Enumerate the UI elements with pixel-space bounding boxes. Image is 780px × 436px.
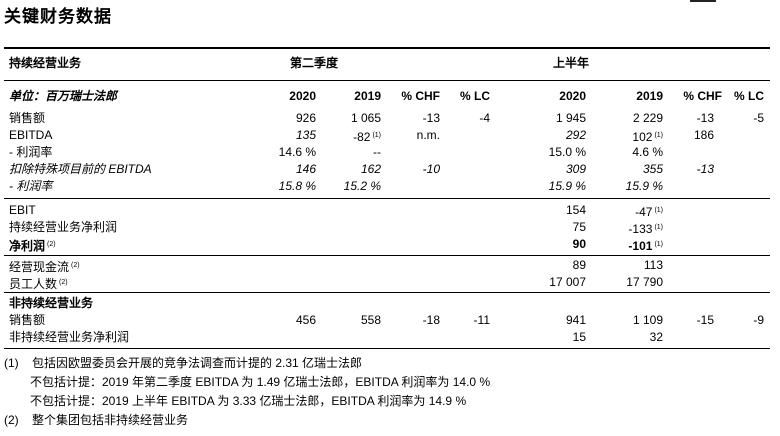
row-rule [4, 292, 770, 293]
col-q2-2020: 2020 [289, 89, 316, 103]
row-rule [4, 255, 770, 256]
row-rule [4, 198, 770, 199]
col-h1-2020: 2020 [559, 89, 586, 103]
header-rule [4, 80, 770, 81]
footnote-1: (1) 包括因欧盟委员会开展的竞争法调查而计提的 2.31 亿瑞士法郎 [4, 356, 363, 370]
table-row: - 利润率 14.6 % -- 15.0 % 4.6 % [9, 145, 663, 159]
table-row: EBIT 154 -47 (1) [9, 203, 663, 219]
section-header-row: 持续经营业务 第二季度 上半年 [0, 55, 780, 72]
col-q2-2019: 2019 [354, 89, 381, 103]
footnote-1-line3: 不包括计提：2019 上半年 EBITDA 为 3.33 亿瑞士法郎，EBITD… [30, 394, 467, 408]
table-row: 经营现金流 (2) 89 113 [9, 258, 663, 274]
table-row: 员工人数 (2) 17 007 17 790 [9, 275, 663, 291]
table-row: 销售额 456 558 -18 -11 941 1 109 -15 -9 [9, 313, 764, 327]
table-top-rule [4, 47, 770, 49]
col-h1-chf: % CHF [683, 89, 722, 103]
table-row: 扣除特殊项目前的 EBITDA 146 162 -10 309 355 -13 [9, 162, 714, 176]
table-row: - 利润率 15.8 % 15.2 % 15.9 % 15.9 % [9, 179, 663, 193]
table-row: 非持续经营业务 [9, 296, 94, 310]
top-rule-mark [690, 0, 716, 2]
table-row: 持续经营业务净利润 75 -133 (1) [9, 220, 663, 236]
table-row: 净利润 (2) 90 -101 (1) [9, 237, 663, 253]
unit-label: 单位：百万瑞士法郎 [9, 89, 118, 103]
col-h1-2019: 2019 [636, 89, 663, 103]
table-row: 销售额 926 1 065 -13 -4 1 945 2 229 -13 -5 [9, 111, 764, 125]
table-row: EBITDA 135 -82 (1) n.m. 292 102 (1) 186 [9, 128, 714, 144]
footnote-1-line2: 不包括计提：2019 年第二季度 EBITDA 为 1.49 亿瑞士法郎，EBI… [30, 375, 491, 389]
col-h1-lc: % LC [734, 89, 764, 103]
col-q2-chf: % CHF [401, 89, 440, 103]
footnote-2: (2) 整个集团包括非持续经营业务 [4, 413, 189, 427]
h1-header: 上半年 [553, 56, 590, 70]
q2-header: 第二季度 [290, 56, 339, 70]
column-header-row: 单位：百万瑞士法郎 2020 2019 % CHF % LC 2020 2019… [0, 88, 780, 105]
table-bottom-rule [4, 348, 770, 349]
table-row: 非持续经营业务净利润 15 32 [9, 330, 663, 344]
col-q2-lc: % LC [460, 89, 490, 103]
section-title: 持续经营业务 [9, 56, 82, 70]
page-title: 关键财务数据 [4, 7, 112, 27]
